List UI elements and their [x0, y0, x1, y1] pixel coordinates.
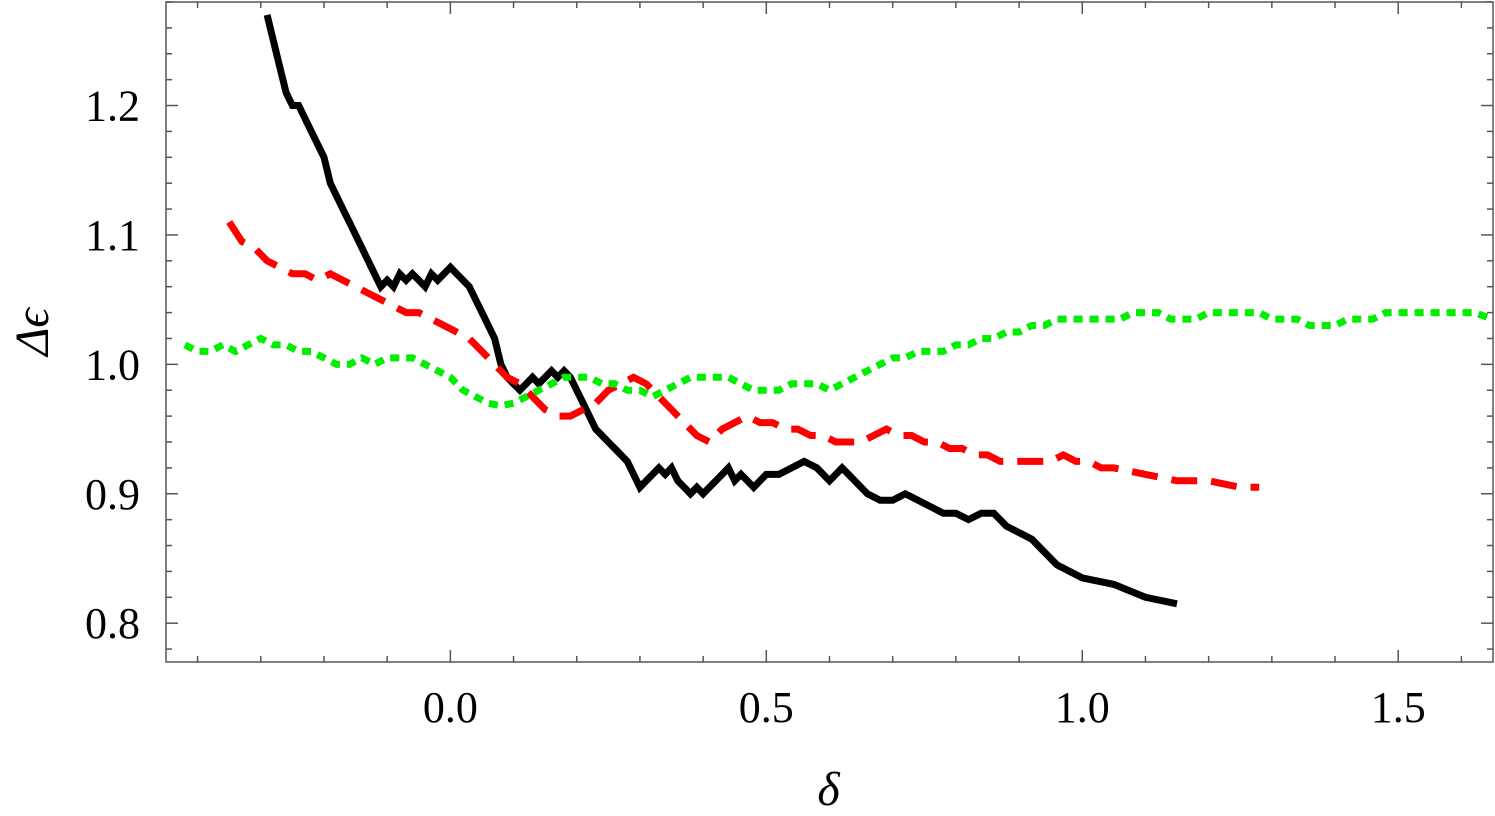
series-line-2	[226, 220, 1260, 491]
y-tick-label: 0.8	[85, 599, 140, 648]
tick-labels: 0.0 0.5 1.0 1.5 0.8 0.9 1.0 1.1 1.2	[85, 82, 1426, 732]
x-axis-label: δ	[817, 763, 840, 816]
series-line-1	[263, 14, 1178, 608]
y-tick-label: 1.1	[85, 211, 140, 260]
x-tick-label: 0.5	[739, 683, 794, 732]
y-tick-label: 1.2	[85, 82, 140, 131]
x-tick-label: 1.5	[1371, 683, 1426, 732]
x-tick-label: 1.0	[1055, 683, 1110, 732]
y-tick-label: 0.9	[85, 470, 140, 519]
y-tick-label: 1.0	[85, 340, 140, 389]
x-tick-label: 0.0	[423, 683, 478, 732]
series-line-3	[183, 309, 1495, 410]
ticks-layer	[166, 1, 1493, 662]
y-axis-label: Δϵ	[6, 307, 59, 358]
series-layer	[183, 14, 1495, 608]
